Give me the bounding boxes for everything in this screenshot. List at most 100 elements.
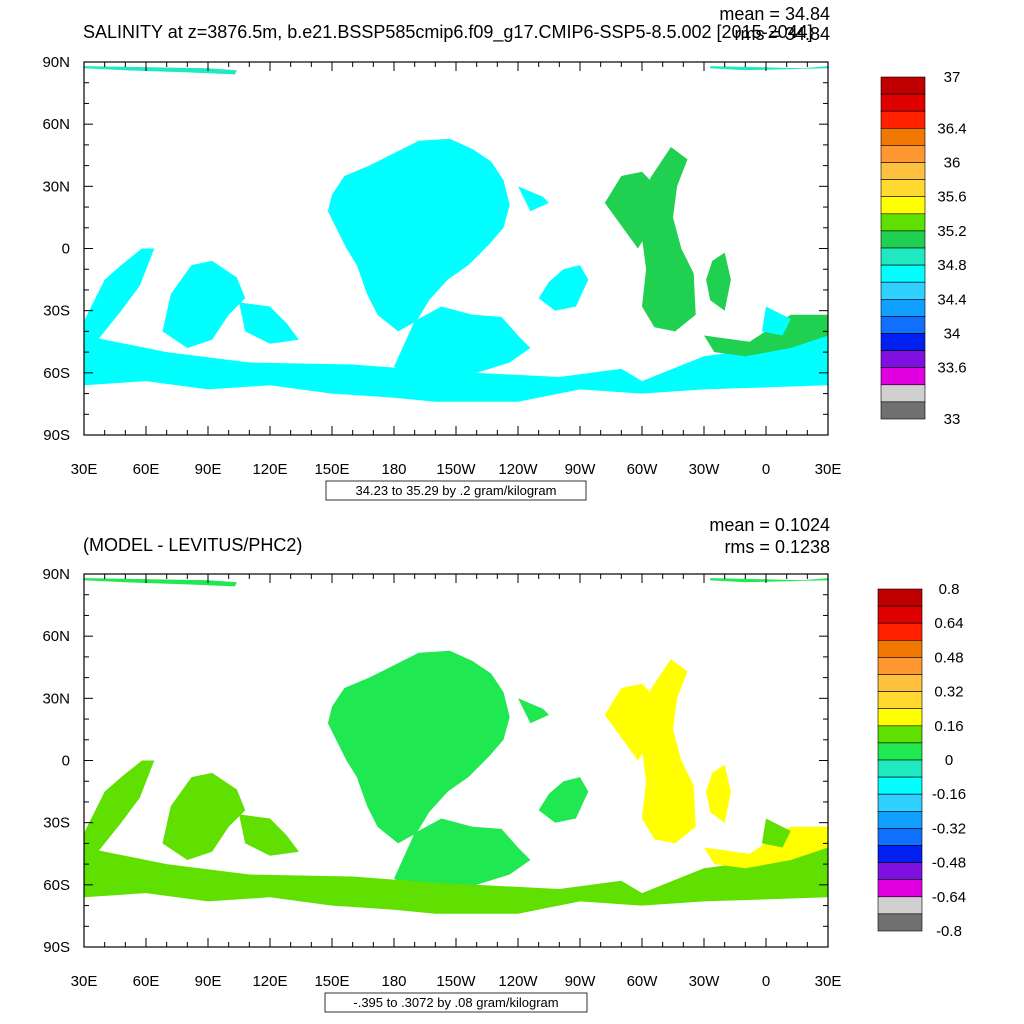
x-tick-label: 150W	[436, 461, 476, 478]
colorbar-swatch	[880, 230, 926, 249]
colorbar-swatch	[880, 401, 926, 420]
mean-label: mean = 0.1024	[709, 515, 830, 535]
y-tick-label: 0	[62, 241, 70, 258]
colorbar-swatch	[880, 384, 926, 403]
panel-2: 30E 60E 90E 120E 150E 180 150W 120W 90W 60W 30W 0 30…	[42, 515, 966, 1013]
colorbar-swatch	[880, 264, 926, 283]
colorbar-label: 37	[944, 69, 961, 86]
x-tick-label: 30E	[71, 973, 98, 990]
ocean-region-pacific	[538, 777, 589, 823]
colorbar-swatch	[877, 622, 923, 641]
map-fill	[84, 578, 828, 914]
y-tick-label: 90S	[43, 427, 70, 444]
x-tick-label: 150E	[314, 461, 349, 478]
colorbar-label: 35.2	[937, 223, 966, 240]
colorbar-label: 34.4	[937, 291, 966, 308]
colorbar-label: 36	[944, 155, 961, 172]
colorbar-label: 0.32	[934, 684, 963, 701]
y-tick-label: 30N	[42, 178, 70, 195]
x-tick-label: 90W	[565, 973, 597, 990]
x-tick-label: 120E	[252, 461, 287, 478]
colorbar-label: 0.64	[934, 615, 963, 632]
colorbar-swatch	[880, 179, 926, 198]
ocean-region-indian	[84, 760, 155, 860]
colorbar-swatch	[877, 639, 923, 658]
x-tick-label: 90E	[195, 973, 222, 990]
colorbar-swatch	[877, 879, 923, 898]
x-tick-label: 120W	[498, 973, 538, 990]
colorbar-swatch	[880, 128, 926, 146]
x-tick-label: 30E	[815, 461, 842, 478]
x-tick-label: 150E	[314, 973, 349, 990]
colorbar-swatch	[877, 896, 923, 915]
colorbar-swatch	[880, 76, 926, 95]
y-tick-label: 30N	[42, 690, 70, 707]
x-tick-label: 120W	[498, 461, 538, 478]
colorbar-swatch	[877, 657, 923, 675]
colorbar-swatch	[880, 281, 926, 300]
y-tick-label: 30S	[43, 303, 70, 320]
x-tick-label: 180	[381, 973, 406, 990]
x-tick-label: 60W	[627, 973, 659, 990]
plot-title: SALINITY at z=3876.5m, b.e21.BSSP585cmip…	[83, 22, 813, 43]
colorbar-swatch	[877, 828, 923, 846]
colorbar-swatch	[880, 213, 926, 232]
ocean-region-atlantic	[706, 764, 731, 823]
mean-label: mean = 34.84	[719, 4, 830, 24]
colorbar-swatch	[880, 333, 926, 351]
colorbar-label: 33	[944, 411, 961, 428]
colorbar-label: 0.8	[939, 581, 960, 598]
ocean-region-atlantic	[706, 252, 731, 311]
colorbar-swatch	[877, 605, 923, 624]
colorbar-label: -0.64	[932, 889, 966, 906]
x-tick-label: 180	[381, 461, 406, 478]
colorbar-swatch	[877, 810, 923, 829]
ocean-region-pacific	[538, 265, 589, 311]
contour-info-label: 34.23 to 35.29 by .2 gram/kilogram	[356, 483, 557, 498]
colorbar: 0.8 0.64 0.48 0.32 0.16 0 -0.16 -0.32 -0.48 -0.64…	[877, 581, 966, 940]
y-tick-label: 90S	[43, 939, 70, 956]
x-tick-label: 30W	[689, 461, 721, 478]
ocean-region-indian	[162, 772, 246, 860]
colorbar-swatch	[877, 913, 923, 932]
y-tick-label: 60N	[42, 628, 70, 645]
colorbar-swatch	[877, 845, 923, 863]
colorbar-label: 0.16	[934, 718, 963, 735]
colorbar-swatch	[880, 350, 926, 369]
colorbar-swatch	[880, 93, 926, 112]
colorbar-label: 33.6	[937, 360, 966, 377]
colorbar-swatch	[877, 725, 923, 744]
x-tick-label: 60E	[133, 461, 160, 478]
rms-label: rms = 0.1238	[724, 537, 830, 557]
ocean-region-pacific	[327, 138, 510, 332]
colorbar-label: 34	[944, 326, 961, 343]
colorbar-swatch	[880, 110, 926, 129]
colorbar-swatch	[877, 793, 923, 812]
ocean-region-indian	[84, 248, 155, 348]
y-tick-label: 90N	[42, 54, 70, 71]
x-tick-label: 60W	[627, 461, 659, 478]
colorbar-swatch	[880, 145, 926, 163]
colorbar-swatch	[877, 742, 923, 761]
colorbar-label: 36.4	[937, 120, 966, 137]
rms-label: rms = 34.84	[734, 24, 830, 44]
colorbar-label: 0.48	[934, 649, 963, 666]
ocean-region-atlantic	[704, 314, 828, 357]
x-tick-label: 30E	[815, 973, 842, 990]
ocean-region-southern	[84, 327, 828, 402]
y-tick-label: 0	[62, 753, 70, 770]
x-tick-label: 120E	[252, 973, 287, 990]
colorbar-swatch	[877, 759, 923, 778]
ocean-region-arctic	[710, 578, 828, 583]
ocean-region-indian	[239, 302, 299, 344]
ocean-region-indian	[239, 814, 299, 856]
ocean-region-pacific	[394, 818, 531, 889]
y-tick-label: 30S	[43, 815, 70, 832]
colorbar-swatch	[880, 162, 926, 180]
ocean-region-atlantic	[642, 659, 696, 844]
colorbar-label: 0	[945, 752, 953, 769]
colorbar-label: -0.48	[932, 855, 966, 872]
panel-1: 30E 60E 90E 120E 150E 180 150W 120W 90W 60W 30W 0 30…	[42, 4, 967, 501]
y-tick-label: 60S	[43, 877, 70, 894]
contour-info-box	[325, 480, 587, 501]
